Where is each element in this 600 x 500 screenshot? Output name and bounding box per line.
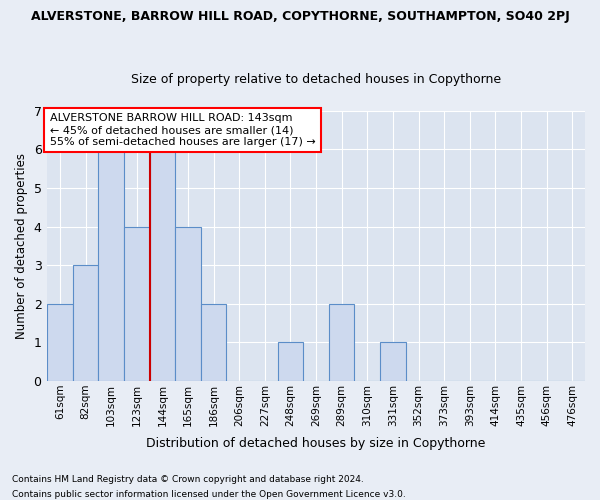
Text: Contains public sector information licensed under the Open Government Licence v3: Contains public sector information licen… [12, 490, 406, 499]
X-axis label: Distribution of detached houses by size in Copythorne: Distribution of detached houses by size … [146, 437, 486, 450]
Bar [329, 304, 355, 381]
Y-axis label: Number of detached properties: Number of detached properties [15, 153, 28, 339]
Title: Size of property relative to detached houses in Copythorne: Size of property relative to detached ho… [131, 73, 501, 86]
Bar [73, 265, 98, 381]
Bar [201, 304, 226, 381]
Text: ALVERSTONE BARROW HILL ROAD: 143sqm
← 45% of detached houses are smaller (14)
55: ALVERSTONE BARROW HILL ROAD: 143sqm ← 45… [50, 114, 316, 146]
Bar [124, 226, 149, 381]
Text: ALVERSTONE, BARROW HILL ROAD, COPYTHORNE, SOUTHAMPTON, SO40 2PJ: ALVERSTONE, BARROW HILL ROAD, COPYTHORNE… [31, 10, 569, 23]
Text: Contains HM Land Registry data © Crown copyright and database right 2024.: Contains HM Land Registry data © Crown c… [12, 475, 364, 484]
Bar [175, 226, 201, 381]
Bar [47, 304, 73, 381]
Bar [278, 342, 303, 381]
Bar [380, 342, 406, 381]
Bar [149, 150, 175, 381]
Bar [98, 150, 124, 381]
